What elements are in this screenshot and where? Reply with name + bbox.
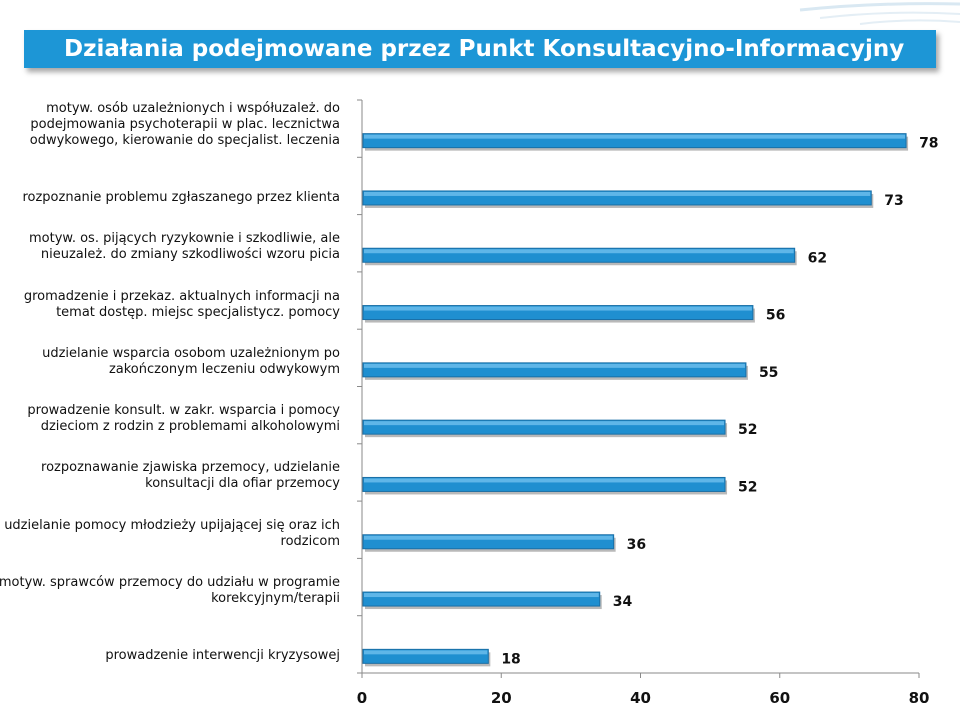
category-label: gromadzenie i przekaz. aktualnych inform…: [23, 288, 340, 320]
data-label: 18: [501, 651, 520, 667]
bar-highlight: [364, 478, 725, 483]
category-label: motyw. sprawców przemocy do udziału w pr…: [0, 575, 340, 607]
page-title: Działania podejmowane przez Punkt Konsul…: [64, 36, 905, 62]
x-tick-label: 60: [769, 689, 790, 707]
title-banner: Działania podejmowane przez Punkt Konsul…: [24, 30, 936, 68]
bar-highlight: [364, 421, 725, 426]
bar-highlight: [364, 535, 613, 540]
data-label: 78: [919, 136, 938, 152]
category-label: motyw. os. pijących ryzykownie i szkodli…: [28, 231, 340, 263]
data-label: 73: [884, 193, 903, 209]
x-tick-label: 80: [909, 689, 930, 707]
bar-highlight: [364, 306, 752, 311]
bar-highlight: [364, 363, 745, 368]
bar-highlight: [364, 134, 906, 139]
data-label: 52: [738, 422, 757, 438]
data-label: 56: [766, 308, 785, 324]
bar-highlight: [364, 249, 794, 254]
x-tick-label: 40: [630, 689, 651, 707]
x-tick-label: 0: [357, 689, 367, 707]
bar-highlight: [364, 191, 871, 196]
category-label: udzielanie pomocy młodzieży upijającej s…: [4, 517, 340, 549]
data-label: 34: [613, 594, 633, 610]
data-label: 62: [808, 250, 827, 266]
data-label: 52: [738, 479, 757, 495]
category-label: prowadzenie konsult. w zakr. wsparcia i …: [27, 403, 340, 435]
category-label: udzielanie wsparcia osobom uzależnionym …: [42, 345, 340, 377]
bar-highlight: [364, 650, 488, 655]
bar-highlight: [364, 593, 599, 598]
category-label: rozpoznawanie zjawiska przemocy, udziela…: [41, 460, 340, 492]
category-label: prowadzenie interwencji kryzysowej: [105, 648, 340, 664]
category-label: rozpoznanie problemu zgłaszanego przez k…: [22, 189, 340, 205]
x-tick-label: 20: [491, 689, 512, 707]
data-label: 36: [627, 537, 646, 553]
data-label: 55: [759, 365, 778, 381]
background-decoration: [799, 2, 960, 25]
category-label: motyw. osób uzależnionych i współuzależ.…: [29, 100, 340, 148]
